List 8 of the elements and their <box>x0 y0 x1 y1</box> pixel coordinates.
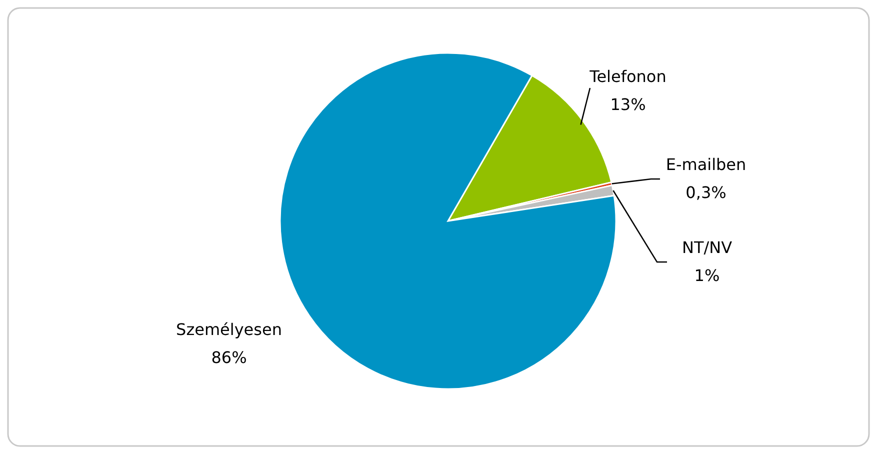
data-label: 0,3% <box>686 183 726 202</box>
slice-label: E-mailben <box>666 155 746 174</box>
data-label: 86% <box>211 348 247 367</box>
data-label: 1% <box>694 266 720 285</box>
slice-label: NT/NV <box>682 238 732 257</box>
slice-label: Telefonon <box>588 67 666 86</box>
slice-label: Személyesen <box>176 320 282 339</box>
data-label: 13% <box>610 95 646 114</box>
